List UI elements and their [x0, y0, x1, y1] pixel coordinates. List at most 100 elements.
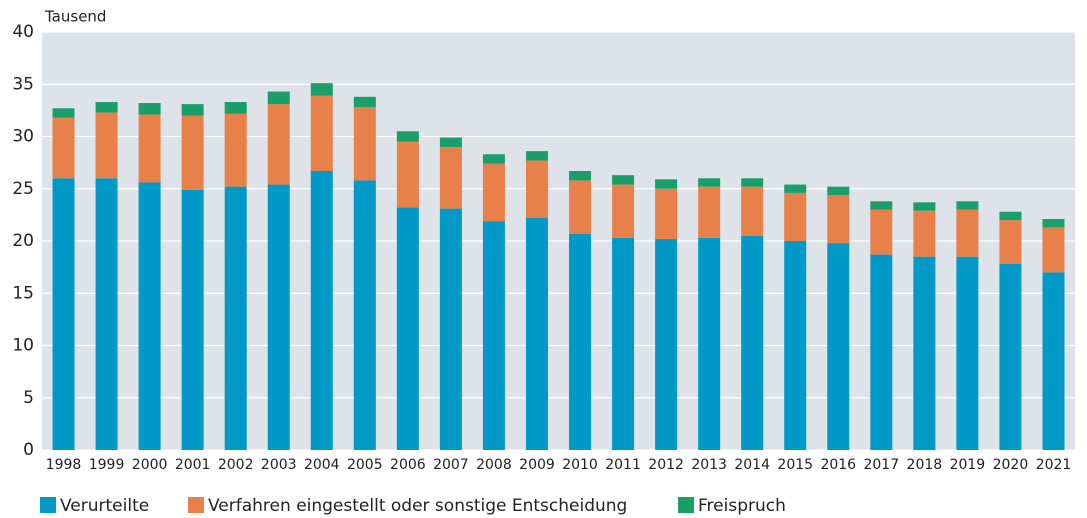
bar-segment: [784, 241, 807, 450]
bar-segment: [482, 221, 505, 450]
bar-segment: [310, 95, 333, 171]
bar-segment: [827, 243, 850, 450]
bar-segment: [224, 113, 247, 187]
bar-segment: [439, 137, 462, 147]
legend-label: Verfahren eingestellt oder sonstige Ents…: [208, 496, 627, 516]
x-tick-label: 1998: [46, 457, 82, 473]
bar-segment: [439, 146, 462, 209]
bar-segment: [310, 170, 333, 451]
bar-segment: [52, 178, 75, 451]
x-tick-label: 2010: [562, 457, 598, 473]
bar-segment: [784, 184, 807, 193]
x-tick-label: 2016: [820, 457, 856, 473]
bar-segment: [913, 210, 936, 257]
bar-segment: [482, 163, 505, 222]
bar-segment: [741, 186, 764, 236]
bar-segment: [1042, 219, 1065, 228]
bar-segment: [827, 195, 850, 244]
bar-segment: [913, 202, 936, 211]
bar-segment: [95, 102, 118, 113]
x-tick-label: 2018: [907, 457, 943, 473]
x-tick-label: 2012: [648, 457, 684, 473]
y-tick-label: 20: [12, 231, 34, 251]
bar-segment: [999, 220, 1022, 264]
x-tick-label: 2001: [175, 457, 211, 473]
bar-segment: [827, 186, 850, 196]
bar-segment: [956, 256, 979, 450]
bar-segment: [698, 237, 721, 450]
bar-segment: [655, 188, 678, 239]
bar-segment: [95, 112, 118, 179]
bar-segment: [224, 186, 247, 450]
y-tick-label: 40: [12, 22, 34, 42]
bar-segment: [439, 208, 462, 450]
x-tick-label: 2005: [347, 457, 383, 473]
legend-swatch: [188, 497, 204, 513]
bar-segment: [612, 184, 635, 238]
y-tick-label: 0: [23, 440, 34, 460]
y-tick-label: 30: [12, 127, 34, 147]
bar-segment: [52, 117, 75, 179]
bar-segment: [181, 189, 204, 451]
x-tick-label: 2015: [777, 457, 813, 473]
x-tick-label: 2000: [132, 457, 168, 473]
x-tick-label: 1999: [89, 457, 125, 473]
x-tick-label: 2008: [476, 457, 512, 473]
bar-segment: [525, 218, 548, 450]
bar-segment: [396, 141, 419, 208]
x-tick-label: 2013: [691, 457, 727, 473]
bar-segment: [181, 104, 204, 116]
bar-segment: [95, 178, 118, 451]
bar-segment: [612, 175, 635, 185]
bar-segment: [956, 201, 979, 210]
y-axis-label: Tausend: [44, 8, 106, 26]
x-tick-label: 2009: [519, 457, 555, 473]
legend-swatch: [40, 497, 56, 513]
x-tick-label: 2017: [863, 457, 899, 473]
bar-segment: [138, 182, 161, 451]
bar-segment: [569, 170, 592, 181]
x-tick-label: 2006: [390, 457, 426, 473]
bar-segment: [698, 186, 721, 238]
x-tick-label: 2019: [950, 457, 986, 473]
bar-segment: [52, 108, 75, 118]
bar-segment: [1042, 227, 1065, 273]
bar-segment: [999, 263, 1022, 450]
x-tick-label: 2014: [734, 457, 770, 473]
bar-segment: [138, 103, 161, 115]
bar-segment: [870, 254, 893, 450]
bar-segment: [267, 91, 290, 105]
bar-segment: [741, 235, 764, 450]
bar-segment: [224, 102, 247, 114]
bar-segment: [525, 151, 548, 161]
y-tick-label: 15: [12, 283, 34, 303]
bar-segment: [569, 233, 592, 450]
bar-segment: [310, 83, 333, 96]
x-tick-label: 2002: [218, 457, 254, 473]
bar-segment: [612, 237, 635, 450]
bar-segment: [655, 238, 678, 450]
bar-segment: [1042, 272, 1065, 450]
bar-segment: [870, 209, 893, 255]
y-tick-label: 10: [12, 336, 34, 356]
bar-segment: [741, 178, 764, 187]
x-tick-label: 2004: [304, 457, 340, 473]
bar-segment: [784, 192, 807, 241]
legend-label: Freispruch: [698, 496, 786, 516]
bar-segment: [956, 209, 979, 257]
bar-segment: [870, 201, 893, 210]
x-tick-label: 2020: [993, 457, 1029, 473]
x-tick-label: 2007: [433, 457, 469, 473]
bar-segment: [353, 180, 376, 450]
bar-segment: [482, 154, 505, 164]
bar-segment: [353, 107, 376, 181]
bar-segment: [569, 180, 592, 234]
bar-segment: [267, 104, 290, 185]
bar-segment: [655, 179, 678, 189]
bar-segment: [525, 160, 548, 219]
bar-segment: [396, 207, 419, 450]
bar-segment: [396, 131, 419, 142]
bar-segment: [181, 115, 204, 190]
x-tick-label: 2021: [1036, 457, 1072, 473]
